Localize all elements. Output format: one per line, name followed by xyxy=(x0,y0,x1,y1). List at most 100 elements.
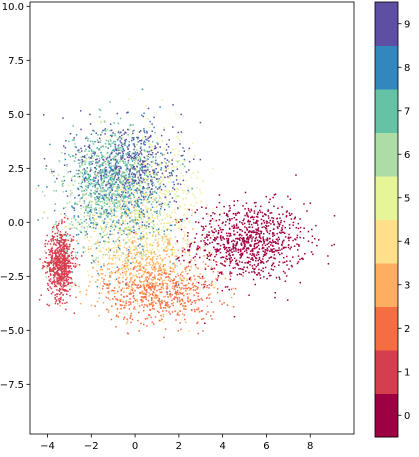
data-point-class-2 xyxy=(187,296,189,298)
data-point-class-1 xyxy=(63,246,65,248)
data-point-class-7 xyxy=(110,162,112,164)
data-point-class-2 xyxy=(128,285,130,288)
data-point-class-9 xyxy=(161,154,164,156)
data-point-class-6 xyxy=(117,185,119,187)
data-point-class-7 xyxy=(139,163,142,166)
data-point-class-3 xyxy=(232,287,235,290)
data-point-class-4 xyxy=(127,232,130,235)
data-point-class-0 xyxy=(262,215,264,218)
data-point-class-7 xyxy=(138,163,140,166)
data-point-class-4 xyxy=(118,229,120,232)
data-point-class-0 xyxy=(232,243,235,245)
data-point-class-0 xyxy=(225,255,228,257)
data-point-class-3 xyxy=(141,301,143,304)
data-point-class-2 xyxy=(117,316,120,318)
data-point-class-0 xyxy=(272,241,274,243)
data-point-class-1 xyxy=(53,271,56,274)
data-point-class-1 xyxy=(59,256,62,259)
data-point-class-1 xyxy=(49,286,51,288)
data-point-class-0 xyxy=(250,216,252,219)
data-point-class-0 xyxy=(255,265,258,268)
data-point-class-2 xyxy=(181,298,183,301)
data-point-class-0 xyxy=(209,254,212,257)
data-point-class-8 xyxy=(149,120,151,123)
data-point-class-0 xyxy=(298,245,300,247)
data-point-class-5 xyxy=(114,223,117,225)
data-point-class-3 xyxy=(151,256,154,259)
data-point-class-0 xyxy=(275,238,278,241)
data-point-class-5 xyxy=(162,225,165,228)
data-point-class-6 xyxy=(140,182,143,184)
data-point-class-2 xyxy=(169,305,171,308)
data-point-class-0 xyxy=(285,275,288,277)
data-point-class-0 xyxy=(290,218,293,220)
data-point-class-1 xyxy=(54,294,56,296)
data-point-class-6 xyxy=(157,200,159,202)
data-point-class-7 xyxy=(131,171,134,174)
data-point-class-1 xyxy=(57,260,59,263)
data-point-class-9 xyxy=(110,159,112,161)
data-point-class-4 xyxy=(146,243,148,246)
data-point-class-3 xyxy=(148,255,150,258)
data-point-class-3 xyxy=(168,239,171,241)
data-point-class-9 xyxy=(127,148,129,150)
data-point-class-8 xyxy=(137,141,139,143)
data-point-class-1 xyxy=(61,260,63,262)
data-point-class-0 xyxy=(235,259,238,261)
data-point-class-3 xyxy=(91,275,93,278)
data-point-class-1 xyxy=(59,284,62,286)
data-point-class-0 xyxy=(277,243,279,245)
data-point-class-0 xyxy=(258,236,261,238)
data-point-class-9 xyxy=(119,152,121,154)
data-point-class-8 xyxy=(172,170,175,172)
data-point-class-9 xyxy=(122,183,124,186)
data-point-class-3 xyxy=(182,271,184,273)
data-point-class-0 xyxy=(266,222,268,225)
data-point-class-0 xyxy=(318,239,320,241)
data-point-class-2 xyxy=(161,299,163,302)
data-point-class-5 xyxy=(155,197,158,199)
data-point-class-0 xyxy=(282,256,285,259)
data-point-class-4 xyxy=(124,243,126,245)
data-point-class-2 xyxy=(143,306,145,308)
data-point-class-2 xyxy=(185,267,187,269)
data-point-class-0 xyxy=(236,231,239,234)
data-point-class-2 xyxy=(199,277,202,280)
data-point-class-7 xyxy=(123,175,125,177)
data-point-class-0 xyxy=(253,254,255,256)
data-point-class-0 xyxy=(227,237,230,240)
data-point-class-6 xyxy=(134,209,136,211)
data-point-class-3 xyxy=(113,290,116,292)
data-point-class-3 xyxy=(168,240,170,243)
data-point-class-8 xyxy=(117,139,119,141)
data-point-class-7 xyxy=(120,215,122,218)
data-point-class-8 xyxy=(133,138,135,140)
data-point-class-3 xyxy=(190,266,192,268)
data-point-class-8 xyxy=(121,215,123,217)
data-point-class-2 xyxy=(182,292,184,294)
data-point-class-9 xyxy=(105,173,108,176)
data-point-class-0 xyxy=(281,231,284,233)
data-point-class-1 xyxy=(62,264,65,267)
data-point-class-0 xyxy=(208,234,210,237)
data-point-class-4 xyxy=(139,162,142,164)
data-point-class-4 xyxy=(129,250,132,253)
data-point-class-0 xyxy=(262,261,264,263)
data-point-class-0 xyxy=(261,244,264,246)
data-point-class-7 xyxy=(100,205,103,207)
data-point-class-5 xyxy=(174,153,176,156)
data-point-class-9 xyxy=(143,198,145,200)
data-point-class-8 xyxy=(91,155,93,157)
data-point-class-4 xyxy=(98,286,101,289)
data-point-class-7 xyxy=(108,192,110,195)
data-point-class-2 xyxy=(131,288,133,291)
data-point-class-2 xyxy=(132,294,135,297)
data-point-class-0 xyxy=(245,249,247,251)
data-point-class-2 xyxy=(180,292,182,295)
data-point-class-9 xyxy=(164,196,166,199)
data-point-class-0 xyxy=(260,241,263,243)
data-point-class-5 xyxy=(144,250,147,252)
data-point-class-7 xyxy=(105,130,107,132)
data-point-class-6 xyxy=(119,249,121,251)
data-point-class-9 xyxy=(122,152,124,155)
